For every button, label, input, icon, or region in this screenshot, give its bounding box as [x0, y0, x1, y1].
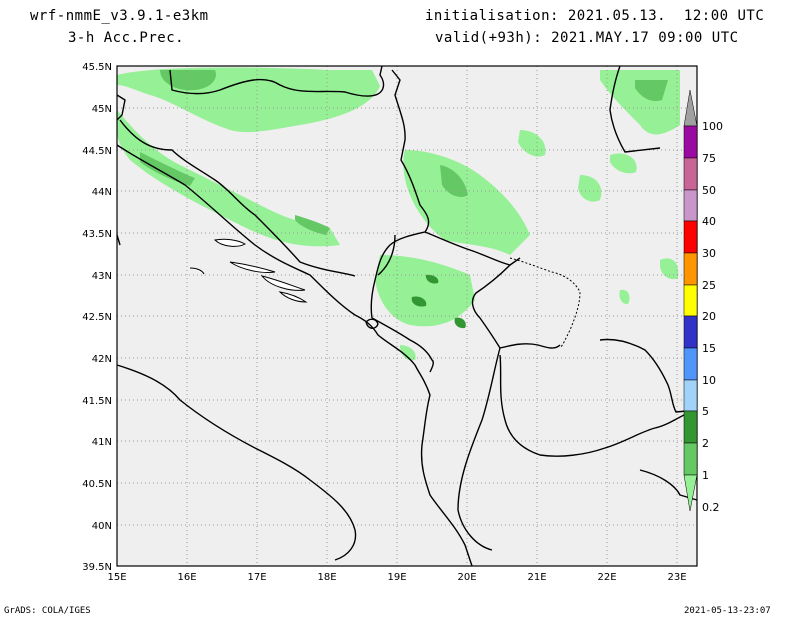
precip-areas: [117, 67, 680, 361]
color-legend: 100 75 50 40 30 25 20 15 10 5 2 1 0.2: [683, 89, 723, 514]
legend-swatch: [683, 379, 698, 412]
lon-label: 19E: [387, 572, 406, 583]
lat-label: 42.5N: [82, 312, 112, 323]
legend-label: 40: [702, 215, 716, 228]
islands: [189, 238, 308, 303]
model-title: wrf-nmmE_v3.9.1-e3km: [30, 8, 209, 24]
region-border: [509, 257, 581, 349]
lat-label: 40.5N: [82, 479, 112, 490]
lat-label: 43.5N: [82, 229, 112, 240]
lon-label: 21E: [527, 572, 546, 583]
render-timestamp: 2021-05-13-23:07: [684, 606, 771, 616]
lon-label: 15E: [107, 572, 126, 583]
lat-label: 40N: [92, 521, 112, 532]
lon-axis: 15E 16E 17E 18E 19E 20E 21E 22E 23E: [107, 572, 686, 583]
legend-label: 75: [702, 152, 716, 165]
lat-label: 42N: [92, 354, 112, 365]
coastlines-borders: [116, 65, 698, 567]
legend-swatch: [683, 157, 698, 191]
lon-label: 23E: [667, 572, 686, 583]
legend-swatch: [683, 442, 698, 476]
valid-time: valid(+93h): 2021.MAY.17 09:00 UTC: [435, 30, 739, 46]
legend-swatch: [683, 252, 698, 286]
field-title: 3-h Acc.Prec.: [68, 30, 185, 46]
lon-label: 17E: [247, 572, 266, 583]
lat-label: 39.5N: [82, 562, 112, 573]
lon-label: 18E: [317, 572, 336, 583]
lat-label: 45.5N: [82, 62, 112, 73]
lat-label: 45N: [92, 104, 112, 115]
grads-credit: GrADS: COLA/IGES: [4, 606, 91, 616]
legend-swatch: [683, 220, 698, 254]
legend-label: 25: [702, 279, 716, 292]
legend-label: 100: [702, 120, 723, 133]
lat-label: 44N: [92, 187, 112, 198]
legend-label: 1: [702, 469, 709, 482]
lon-label: 16E: [177, 572, 196, 583]
lat-label: 44.5N: [82, 146, 112, 157]
legend-swatch: [683, 315, 698, 349]
legend-label: 15: [702, 342, 716, 355]
legend-label: 30: [702, 247, 716, 260]
legend-swatch: [683, 189, 698, 222]
legend-label: 10: [702, 374, 716, 387]
legend-label: 50: [702, 184, 716, 197]
legend-label: 5: [702, 405, 709, 418]
lat-label: 43N: [92, 271, 112, 282]
legend-swatch: [683, 410, 698, 444]
lon-label: 20E: [457, 572, 476, 583]
legend-swatch: [683, 284, 698, 317]
legend-swatch: [683, 347, 698, 381]
lat-axis: 45.5N 45N 44.5N 44N 43.5N 43N 42.5N 42N …: [82, 62, 112, 573]
legend-label: 0.2: [702, 501, 720, 514]
legend-swatch: [683, 125, 698, 159]
grid-lines: [117, 66, 697, 566]
lat-label: 41.5N: [82, 396, 112, 407]
legend-arrow-bottom: [683, 474, 698, 512]
legend-label: 20: [702, 310, 716, 323]
legend-label: 2: [702, 437, 709, 450]
init-time: initialisation: 2021.05.13. 12:00 UTC: [425, 8, 765, 24]
lat-label: 41N: [92, 437, 112, 448]
lon-label: 22E: [597, 572, 616, 583]
